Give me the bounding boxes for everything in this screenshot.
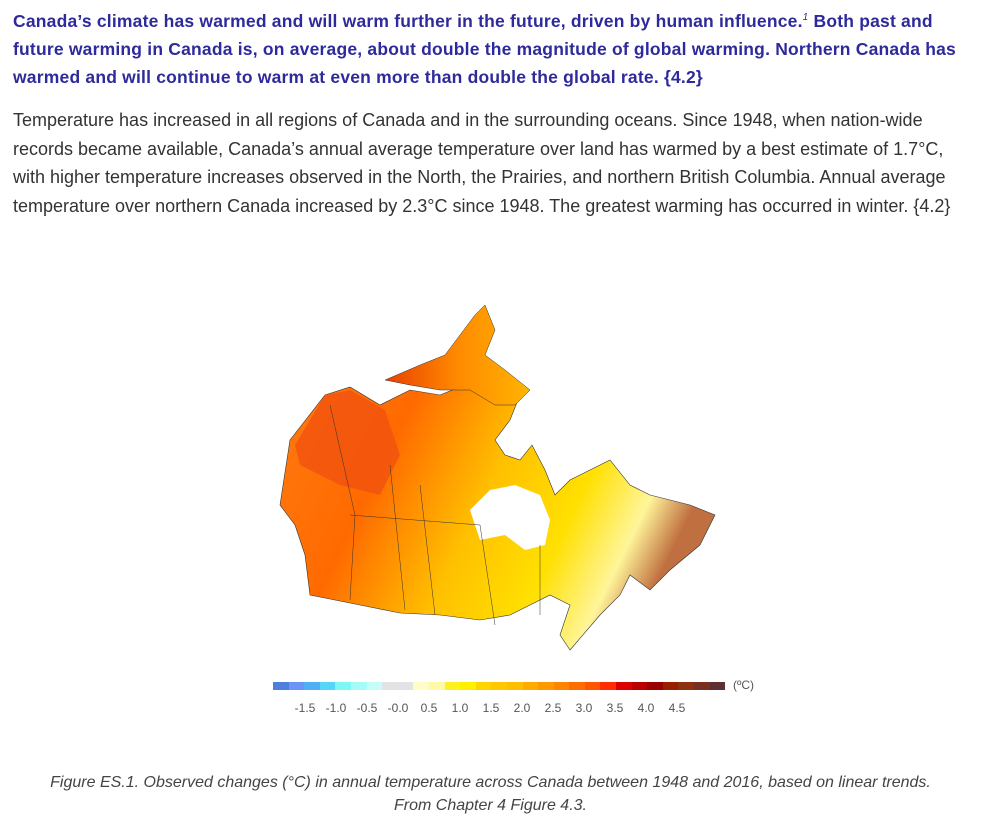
colorbar-swatch: [709, 682, 726, 690]
northwest-red: [295, 390, 400, 495]
colorbar-swatch: [694, 682, 710, 690]
colorbar-swatch: [631, 682, 648, 690]
hudson-bay: [470, 485, 550, 550]
footnote-link[interactable]: 1: [802, 12, 809, 23]
colorbar-unit: (ºC): [733, 678, 755, 692]
colorbar-swatch: [475, 682, 492, 690]
colorbar-tick-label: 0.5: [420, 701, 438, 715]
colorbar-swatch: [304, 682, 320, 690]
colorbar-swatch: [647, 682, 663, 690]
colorbar-swatch: [335, 682, 351, 690]
colorbar-swatch: [662, 682, 679, 690]
colorbar-swatch: [600, 682, 617, 690]
colorbar-swatch: [273, 682, 289, 690]
colorbar-swatch: [319, 682, 336, 690]
colorbar-swatch: [584, 682, 601, 690]
colorbar-tick-label: 3.0: [575, 701, 593, 715]
colorbar-swatch: [538, 682, 554, 690]
colorbar-tick-label: -0.5: [356, 701, 378, 715]
colorbar-tick-label: -1.0: [325, 701, 347, 715]
colorbar-tick-label: 2.5: [544, 701, 562, 715]
arctic-islands: [384, 304, 531, 406]
colorbar-swatch: [288, 682, 305, 690]
colorbar-swatch: [428, 682, 445, 690]
key-message-text: Canada’s climate has warmed and will war…: [13, 10, 803, 31]
caption-line-1: Figure ES.1. Observed changes (°C) in an…: [50, 774, 931, 791]
colorbar-tick-label: 2.0: [513, 701, 531, 715]
caption-line-2: From Chapter 4 Figure 4.3.: [394, 797, 587, 814]
canada-temperature-map: [279, 304, 716, 651]
colorbar-swatch: [350, 682, 367, 690]
figure-caption: Figure ES.1. Observed changes (°C) in an…: [0, 771, 981, 817]
colorbar-tick-label: 1.0: [451, 701, 469, 715]
colorbar: [273, 682, 726, 690]
colorbar-swatch: [491, 682, 507, 690]
colorbar-tick-label: -1.5: [294, 701, 316, 715]
colorbar-swatch: [397, 682, 414, 690]
colorbar-swatch: [678, 682, 695, 690]
colorbar-swatch: [616, 682, 632, 690]
colorbar-swatch: [460, 682, 476, 690]
colorbar-swatch: [366, 682, 383, 690]
colorbar-swatch: [413, 682, 429, 690]
body-paragraph: Temperature has increased in all regions…: [13, 110, 951, 216]
colorbar-swatch: [382, 682, 398, 690]
colorbar-tick-label: 4.5: [668, 701, 686, 715]
key-message: Canada’s climate has warmed and will war…: [13, 4, 968, 91]
colorbar-swatch: [522, 682, 539, 690]
colorbar-swatch: [569, 682, 585, 690]
colorbar-swatch: [444, 682, 461, 690]
province-borders: [329, 404, 541, 626]
colorbar-swatch: [553, 682, 570, 690]
colorbar-tick-label: 3.5: [606, 701, 624, 715]
colorbar-tick-label: -0.0: [387, 701, 409, 715]
colorbar-tick-label: 4.0: [637, 701, 655, 715]
colorbar-tick-label: 1.5: [482, 701, 500, 715]
key-message-text-cont: Both past and future warming in Canada i…: [13, 10, 956, 87]
colorbar-swatch: [506, 682, 523, 690]
